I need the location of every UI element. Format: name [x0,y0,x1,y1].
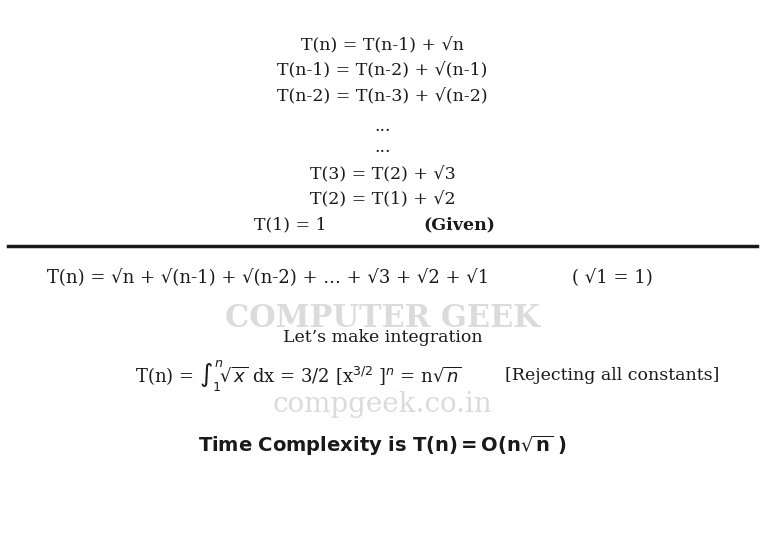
Text: T(1) = 1: T(1) = 1 [255,217,327,234]
Text: T(n-2) = T(n-3) + √(n-2): T(n-2) = T(n-3) + √(n-2) [277,88,488,105]
Text: (Given): (Given) [423,217,495,234]
Text: T(3) = T(2) + √3: T(3) = T(2) + √3 [310,166,455,183]
Text: T(n) = T(n-1) + √n: T(n) = T(n-1) + √n [301,37,464,55]
Text: $\mathbf{Time\ Complexity\ is\ T(n) = O(n\sqrt{n}\ )}$: $\mathbf{Time\ Complexity\ is\ T(n) = O(… [198,434,567,457]
Text: ...: ... [374,118,391,135]
Text: Let’s make integration: Let’s make integration [283,329,482,346]
Text: COMPUTER GEEK: COMPUTER GEEK [225,303,540,334]
Text: T(n) = √n + √(n-1) + √(n-2) + ... + √3 + √2 + √1: T(n) = √n + √(n-1) + √(n-2) + ... + √3 +… [47,269,489,287]
Text: compgeek.co.in: compgeek.co.in [272,392,493,418]
Text: [Rejecting all constants]: [Rejecting all constants] [505,367,719,384]
Text: T(n-1) = T(n-2) + √(n-1): T(n-1) = T(n-2) + √(n-1) [277,63,488,80]
Text: T(n) = $\int_1^n\!\sqrt{x}$ dx = 3/2 [x$^{3/2}$ ]$^n$ = n$\sqrt{n}$: T(n) = $\int_1^n\!\sqrt{x}$ dx = 3/2 [x$… [135,358,462,393]
Text: ( √1 = 1): ( √1 = 1) [571,269,653,287]
Text: T(2) = T(1) + √2: T(2) = T(1) + √2 [310,191,455,208]
Text: ...: ... [374,139,391,157]
